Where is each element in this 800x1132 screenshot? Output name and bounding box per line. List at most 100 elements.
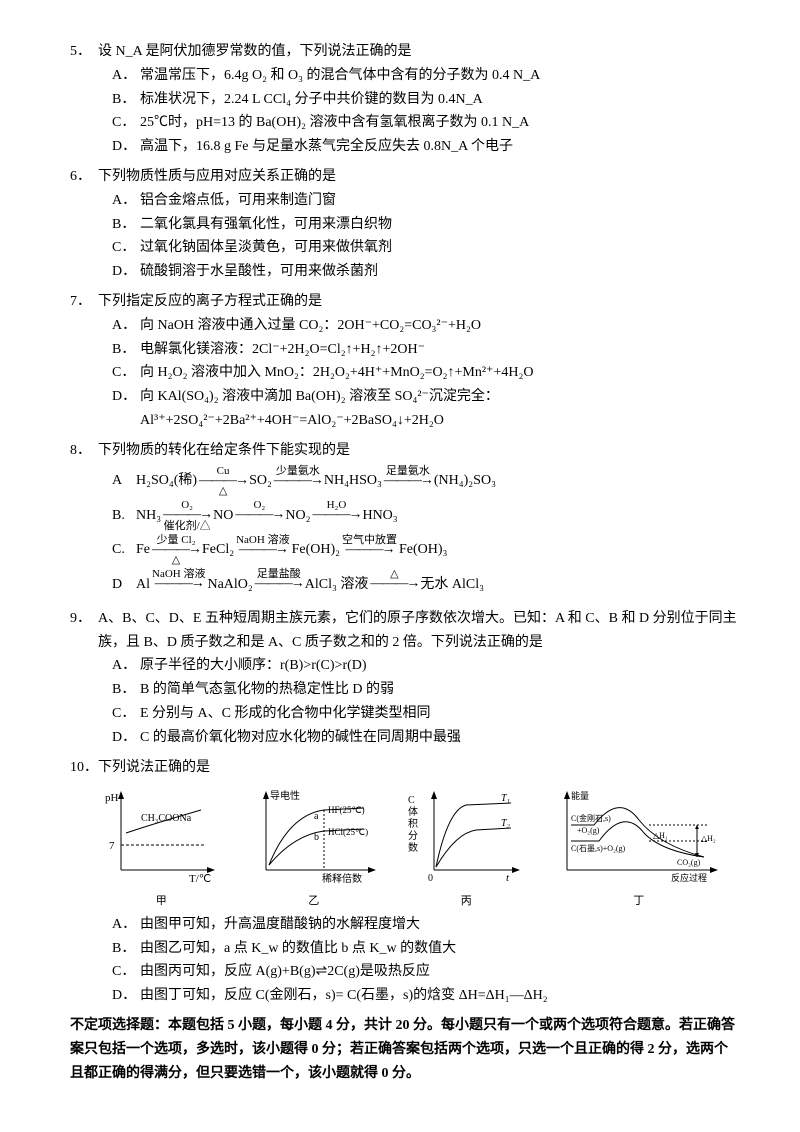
opt-d-label: D． (112, 984, 140, 1008)
question-5: 5．设 N_A 是阿伏加德罗常数的值，下列说法正确的是 A．常温常压下，6.4g… (70, 40, 740, 159)
q6-opt-b: 二氧化氯具有强氧化性，可用来漂白织物 (140, 213, 392, 237)
ding-ylabel: 能量 (571, 790, 589, 801)
ding-l1: C(金刚石,s) (571, 813, 611, 823)
diagram-yi: 导电性 a b HF(25℃) HCl(25℃) 稀释倍数 乙 (244, 785, 384, 910)
yi-a: a (314, 811, 319, 822)
reagent: HNO₃ (362, 504, 397, 528)
svg-text:C: C (408, 795, 415, 806)
reaction-arrow: O₂———→ (235, 499, 283, 532)
bing-caption: 丙 (406, 892, 526, 911)
chart-jia: pH CH₃COONa 7 T/℃ (101, 785, 221, 885)
q8-text: 下列物质的转化在给定条件下能实现的是 (98, 439, 350, 463)
diagram-bing: C 体 积 分 数 T₁ T₂ 0 t 丙 (406, 785, 526, 910)
q9-text: A、B、C、D、E 五种短周期主族元素，它们的原子序数依次增大。已知：A 和 C… (98, 607, 740, 655)
ding-dh1: △H₁ (653, 831, 668, 840)
reaction-arrow: 空气中放置———→ (342, 534, 397, 567)
bing-origin: 0 (428, 873, 433, 884)
q10-text: 下列说法正确的是 (98, 756, 210, 780)
ding-dh2: △H₂ (701, 834, 716, 843)
reagent: AlCl₃ 溶液 (305, 573, 369, 597)
ding-l2: C(石墨,s)+O₂(g) (571, 844, 626, 853)
reagent: Fe(OH)₂ (292, 538, 340, 562)
opt-label: D (112, 573, 136, 597)
q10-opt-c: 由图丙可知，反应 A(g)+B(g)⇌2C(g)是吸热反应 (140, 960, 430, 984)
opt-b-label: B． (112, 678, 140, 702)
bing-t2: T₂ (501, 818, 511, 829)
reagent: H₂SO₄(稀) (136, 469, 197, 493)
q7-opt-d: 向 KAl(SO₄)₂ 溶液中滴加 Ba(OH)₂ 溶液至 SO₄²⁻沉淀完全： (140, 385, 499, 409)
q7-text: 下列指定反应的离子方程式正确的是 (98, 290, 322, 314)
reaction-arrow: △———→ (370, 568, 418, 601)
q7-opt-d2: Al³⁺+2SO₄²⁻+2Ba²⁺+4OH⁻=AlO₂⁻+2BaSO₄↓+2H₂… (140, 409, 444, 433)
q8-row-d: DAlNaOH 溶液———→ NaAlO₂足量盐酸———→ AlCl₃ 溶液△—… (70, 568, 740, 601)
opt-c-label: C． (112, 361, 140, 385)
opt-c-label: C． (112, 960, 140, 984)
q9-num: 9． (70, 607, 98, 655)
question-8: 8．下列物质的转化在给定条件下能实现的是 AH₂SO₄(稀)Cu———→△SO₂… (70, 439, 740, 601)
opt-label: C. (112, 538, 136, 562)
reagent: FeCl₂ (202, 538, 234, 562)
yi-b: b (314, 832, 319, 843)
opt-b-label: B． (112, 338, 140, 362)
question-7: 7．下列指定反应的离子方程式正确的是 A．向 NaOH 溶液中通入过量 CO₂：… (70, 290, 740, 433)
q5-text: 设 N_A 是阿伏加德罗常数的值，下列说法正确的是 (98, 40, 411, 64)
q10-opt-b: 由图乙可知，a 点 K_w 的数值比 b 点 K_w 的数值大 (140, 937, 456, 961)
opt-label: A (112, 469, 136, 493)
q8-row-a: AH₂SO₄(稀)Cu———→△SO₂少量氨水———→ NH₄HSO₃足量氨水—… (70, 465, 740, 498)
jia-caption: 甲 (101, 892, 221, 911)
jia-line1: CH₃COONa (141, 813, 192, 824)
opt-c-label: C． (112, 236, 140, 260)
chart-bing: C 体 积 分 数 T₁ T₂ 0 t (406, 785, 526, 885)
diagram-jia: pH CH₃COONa 7 T/℃ 甲 (101, 785, 221, 910)
yi-ylabel: 导电性 (270, 789, 300, 802)
q5-num: 5． (70, 40, 98, 64)
ding-l1b: +O₂(g) (577, 826, 600, 835)
reaction-arrow: 少量氨水———→ (274, 465, 322, 498)
q9-opt-b: B 的简单气态氢化物的热稳定性比 D 的弱 (140, 678, 394, 702)
chart-ding: 能量 C(金刚石,s) +O₂(g) C(石墨,s)+O₂(g) △H₁ △H₂… (549, 785, 729, 885)
q7-opt-a: 向 NaOH 溶液中通入过量 CO₂：2OH⁻+CO₂=CO₃²⁻+H₂O (140, 314, 481, 338)
jia-mid: 7 (109, 840, 115, 852)
reaction-arrow: O₂———→催化剂/△ (163, 499, 211, 532)
yi-xlabel: 稀释倍数 (322, 872, 362, 885)
q5-opt-c: 25℃时，pH=13 的 Ba(OH)₂ 溶液中含有氢氧根离子数为 0.1 N_… (140, 111, 529, 135)
reagent: NH₃ (136, 504, 161, 528)
q5-opt-d: 高温下，16.8 g Fe 与足量水蒸气完全反应失去 0.8N_A 个电子 (140, 135, 513, 159)
reagent: Al (136, 573, 150, 597)
reagent: Fe (136, 538, 150, 562)
reaction-arrow: 少量 Cl₂———→△ (152, 534, 200, 567)
reaction-arrow: Cu———→△ (199, 465, 247, 498)
opt-b-label: B． (112, 88, 140, 112)
q6-opt-d: 硫酸铜溶于水呈酸性，可用来做杀菌剂 (140, 260, 378, 284)
opt-a-label: A． (112, 654, 140, 678)
reagent: NO₂ (285, 504, 310, 528)
svg-text:体: 体 (408, 806, 418, 818)
svg-text:积: 积 (408, 818, 418, 830)
opt-b-label: B． (112, 213, 140, 237)
q6-num: 6． (70, 165, 98, 189)
opt-c-label: C． (112, 702, 140, 726)
q9-opt-d: C 的最高价氧化物对应水化物的碱性在同周期中最强 (140, 726, 461, 750)
q6-opt-a: 铝合金熔点低，可用来制造门窗 (140, 189, 336, 213)
opt-d-label: D． (112, 726, 140, 750)
reagent: NH₄HSO₃ (324, 469, 382, 493)
opt-a-label: A． (112, 314, 140, 338)
q7-num: 7． (70, 290, 98, 314)
q10-num: 10． (70, 756, 98, 780)
reagent: SO₂ (249, 469, 272, 493)
svg-text:数: 数 (408, 841, 418, 854)
question-6: 6．下列物质性质与应用对应关系正确的是 A．铝合金熔点低，可用来制造门窗 B．二… (70, 165, 740, 284)
q7-opt-b: 电解氯化镁溶液：2Cl⁻+2H₂O=Cl₂↑+H₂↑+2OH⁻ (140, 338, 425, 362)
reaction-arrow: 足量盐酸———→ (255, 568, 303, 601)
reagent: NO (213, 504, 233, 528)
opt-a-label: A． (112, 64, 140, 88)
svg-text:分: 分 (408, 830, 418, 842)
ding-co2: CO₂(g) (677, 858, 701, 867)
q8-reactions: AH₂SO₄(稀)Cu———→△SO₂少量氨水———→ NH₄HSO₃足量氨水—… (70, 465, 740, 601)
opt-d-label: D． (112, 385, 140, 409)
ding-xlabel: 反应过程 (671, 872, 707, 883)
bing-xlabel: t (506, 872, 510, 884)
reagent: Fe(OH)₃ (399, 538, 447, 562)
q7-opt-c: 向 H₂O₂ 溶液中加入 MnO₂：2H₂O₂+4H⁺+MnO₂=O₂↑+Mn²… (140, 361, 533, 385)
opt-b-label: B． (112, 937, 140, 961)
